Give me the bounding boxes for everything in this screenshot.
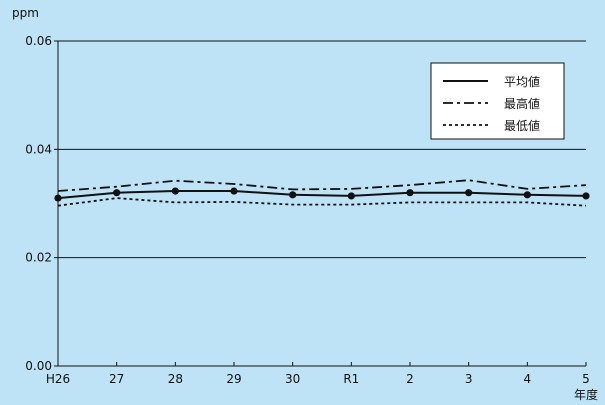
data-point-平均値 (347, 192, 355, 200)
data-point-平均値 (113, 189, 121, 197)
x-axis-unit-label: 年度 (574, 387, 598, 402)
y-axis-unit-label: ppm (12, 6, 39, 20)
data-series (57, 179, 587, 207)
data-point-平均値 (406, 189, 414, 197)
series-line-最高値 (57, 179, 587, 192)
y-tick-label: 0.04 (25, 142, 52, 156)
x-tick-label: 4 (524, 372, 532, 386)
legend-label-最高値: 最高値 (504, 96, 540, 111)
data-point-平均値 (465, 189, 473, 197)
series-line-最低値 (57, 197, 587, 207)
grid-lines (58, 40, 586, 259)
y-tick-label: 0.02 (25, 251, 52, 265)
x-tick-label: 28 (168, 372, 183, 386)
data-markers (54, 187, 590, 202)
y-tick-label: 0.06 (25, 34, 52, 48)
legend-box (430, 62, 565, 140)
x-tick-label: 30 (285, 372, 300, 386)
data-point-平均値 (230, 187, 238, 195)
data-point-平均値 (54, 194, 62, 202)
data-point-平均値 (582, 192, 590, 200)
series-line-平均値 (57, 190, 587, 200)
data-point-平均値 (523, 191, 531, 199)
x-tick-label: R1 (343, 372, 359, 386)
legend-label-平均値: 平均値 (504, 74, 540, 89)
data-point-平均値 (171, 187, 179, 195)
x-tick-label: 3 (465, 372, 473, 386)
legend: 平均値 最高値 最低値 (430, 62, 565, 140)
x-tick-label: 27 (109, 372, 124, 386)
legend-label-最低値: 最低値 (504, 118, 540, 133)
axes: 0.00 0.02 0.04 0.06 H26 27 28 29 30 R1 2 3 4 5 (25, 34, 590, 386)
x-tick-label: 29 (226, 372, 241, 386)
data-point-平均値 (289, 191, 297, 199)
x-tick-label: 5 (582, 372, 590, 386)
x-tick-label: 2 (406, 372, 414, 386)
y-tick-label: 0.00 (25, 359, 52, 373)
x-tick-label: H26 (46, 372, 70, 386)
